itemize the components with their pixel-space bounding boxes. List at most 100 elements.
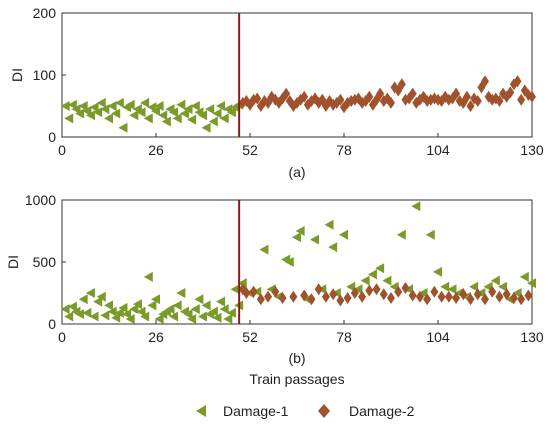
- panel-a-damage2-point: [528, 90, 536, 103]
- panel-b-damage1-point: [382, 275, 392, 286]
- panel-b-damage1-point: [425, 229, 435, 240]
- panel-b-damage1-point: [212, 312, 222, 323]
- panel-b-damage2-point: [329, 288, 338, 301]
- panel-b-damage2-point: [350, 287, 359, 299]
- panel-a-damage1-point: [96, 97, 106, 108]
- panel-b-ytick-label: 500: [33, 254, 57, 270]
- panel-a-damage1-point: [219, 113, 229, 124]
- panel-a-damage1-point: [198, 110, 207, 121]
- panel-a-damage1-point: [226, 107, 236, 118]
- panel-b-damage2-point: [401, 282, 410, 295]
- panel-a-damage2-point: [506, 86, 515, 99]
- panel-a-damage1-point: [179, 108, 189, 119]
- panel-a-damage1-point: [75, 108, 85, 119]
- panel-b-xtick-label: 0: [58, 329, 66, 345]
- panel-b-damage2-point: [473, 288, 482, 301]
- panel-b-damage1-point: [107, 306, 117, 317]
- panel-b-damage1-point: [324, 219, 334, 230]
- panel-b-damage2-point: [249, 285, 258, 298]
- panel-b-damage2-point: [466, 293, 475, 306]
- panel-b-damage2-point: [271, 285, 280, 298]
- panel-a-damage2-point: [336, 93, 345, 106]
- panel-b-damage1-point: [284, 257, 294, 267]
- panel-a-caption: (a): [288, 164, 305, 180]
- panel-a-frame: [61, 12, 533, 138]
- panel-a-xtick-label: 78: [336, 142, 352, 158]
- panel-b-damage2-point: [509, 291, 518, 304]
- panel-a-damage1-point: [89, 102, 99, 113]
- panel-a-damage2-point: [466, 100, 475, 112]
- panel-a-damage1-point: [118, 122, 128, 133]
- panel-b-xtick-label: 78: [336, 329, 352, 345]
- panel-a-xtick-label: 0: [58, 142, 66, 158]
- panel-a-ytick-label: 100: [33, 67, 57, 83]
- panel-b-damage1-point: [172, 300, 182, 311]
- panel-a-damage1-point: [85, 110, 95, 121]
- panel-a-damage1-point: [169, 107, 179, 118]
- panel-b-damage2-point: [372, 283, 381, 296]
- panel-b-damage2-point: [415, 290, 424, 303]
- panel-b-damage1-point: [367, 269, 377, 280]
- panel-b-damage1-point: [114, 307, 124, 318]
- panel-b-damage1-point: [89, 311, 99, 322]
- panel-b-damage1-point: [190, 304, 200, 315]
- panel-b-damage1-point: [440, 281, 450, 292]
- panel-b-damage1-point: [151, 294, 160, 305]
- panel-a-damage1-point: [158, 110, 168, 121]
- panel-b-damage1-point: [187, 314, 197, 325]
- legend-damage1-label: Damage-1: [223, 403, 289, 419]
- panel-a-damage1-point: [143, 113, 153, 124]
- panel-a-ytick-label: 200: [33, 5, 57, 21]
- panel-b-damage1-point: [154, 314, 164, 325]
- panel-a-damage1-point: [104, 113, 113, 124]
- panel-b-damage1-point: [125, 314, 135, 325]
- panel-b-damage1-point: [519, 271, 529, 282]
- panel-b-damage2-point: [495, 290, 504, 303]
- panel-a-ylabel: DI: [9, 68, 25, 82]
- panel-a-damage2-point: [495, 95, 504, 108]
- panel-a-damage2-point: [376, 87, 385, 100]
- panel-a-damage1-point: [125, 99, 135, 110]
- panel-b-damage2-point: [314, 283, 323, 296]
- panel-b-damage2-point: [336, 294, 345, 307]
- panel-b-damage2-point: [459, 288, 468, 301]
- panel-b-damage2-point: [307, 293, 316, 306]
- panel-b-damage1-point: [169, 311, 179, 322]
- panel-b-damage2-point: [300, 289, 309, 302]
- panel-b-xtick-label: 26: [148, 329, 164, 345]
- panel-a-damage2-point: [253, 92, 262, 105]
- panel-b-damage1-point: [411, 201, 421, 212]
- panel-b-ticks: 0 26 52 78 104 130 0 500 1000: [25, 192, 544, 345]
- panel-b-damage2-point: [264, 290, 273, 303]
- panel-a-damage1-point: [107, 101, 117, 111]
- panel-a-damage1-point: [176, 99, 186, 110]
- panel-b-damage1-point: [64, 311, 74, 322]
- panel-b-damage1-point: [118, 302, 128, 313]
- panel-b-frame: [61, 199, 533, 325]
- legend-damage2-label: Damage-2: [349, 403, 415, 419]
- panel-a-damage2-point: [452, 87, 461, 100]
- panel-a-damage1-point: [187, 114, 197, 125]
- panel-b-damage1-point: [132, 299, 142, 310]
- panel-b-damage1-point: [208, 306, 218, 317]
- panel-b-xtick-label: 104: [426, 329, 450, 345]
- panel-b-damage2-point: [365, 284, 374, 297]
- panel-b-damage1-point: [104, 300, 113, 311]
- panel-a-damage1-point: [201, 122, 211, 133]
- panel-b-damage1-point: [201, 300, 211, 311]
- panel-a-damage1-point: [67, 99, 77, 110]
- panel-b-damage1-point: [67, 301, 77, 312]
- panel-b-ytick-label: 0: [48, 316, 56, 332]
- panel-a-damage1-point: [190, 101, 200, 111]
- panel-a-damage1-point: [114, 97, 124, 108]
- panel-b: DI (b) Train passages 0 26 52 78 104 130 0 500 1…: [5, 192, 544, 387]
- panel-b-damage1-point: [140, 311, 150, 322]
- panel-a-ticks: 0 26 52 78 104 130 0 100 200: [33, 5, 544, 158]
- panel-b-damage1-point: [498, 281, 508, 292]
- panel-b-damage2-point: [488, 285, 497, 298]
- panel-b-damage1-point: [129, 304, 139, 315]
- panel-b-damage1-point: [433, 266, 442, 277]
- panel-a-damage1-point: [216, 101, 226, 111]
- panel-b-damage1-point: [469, 281, 479, 292]
